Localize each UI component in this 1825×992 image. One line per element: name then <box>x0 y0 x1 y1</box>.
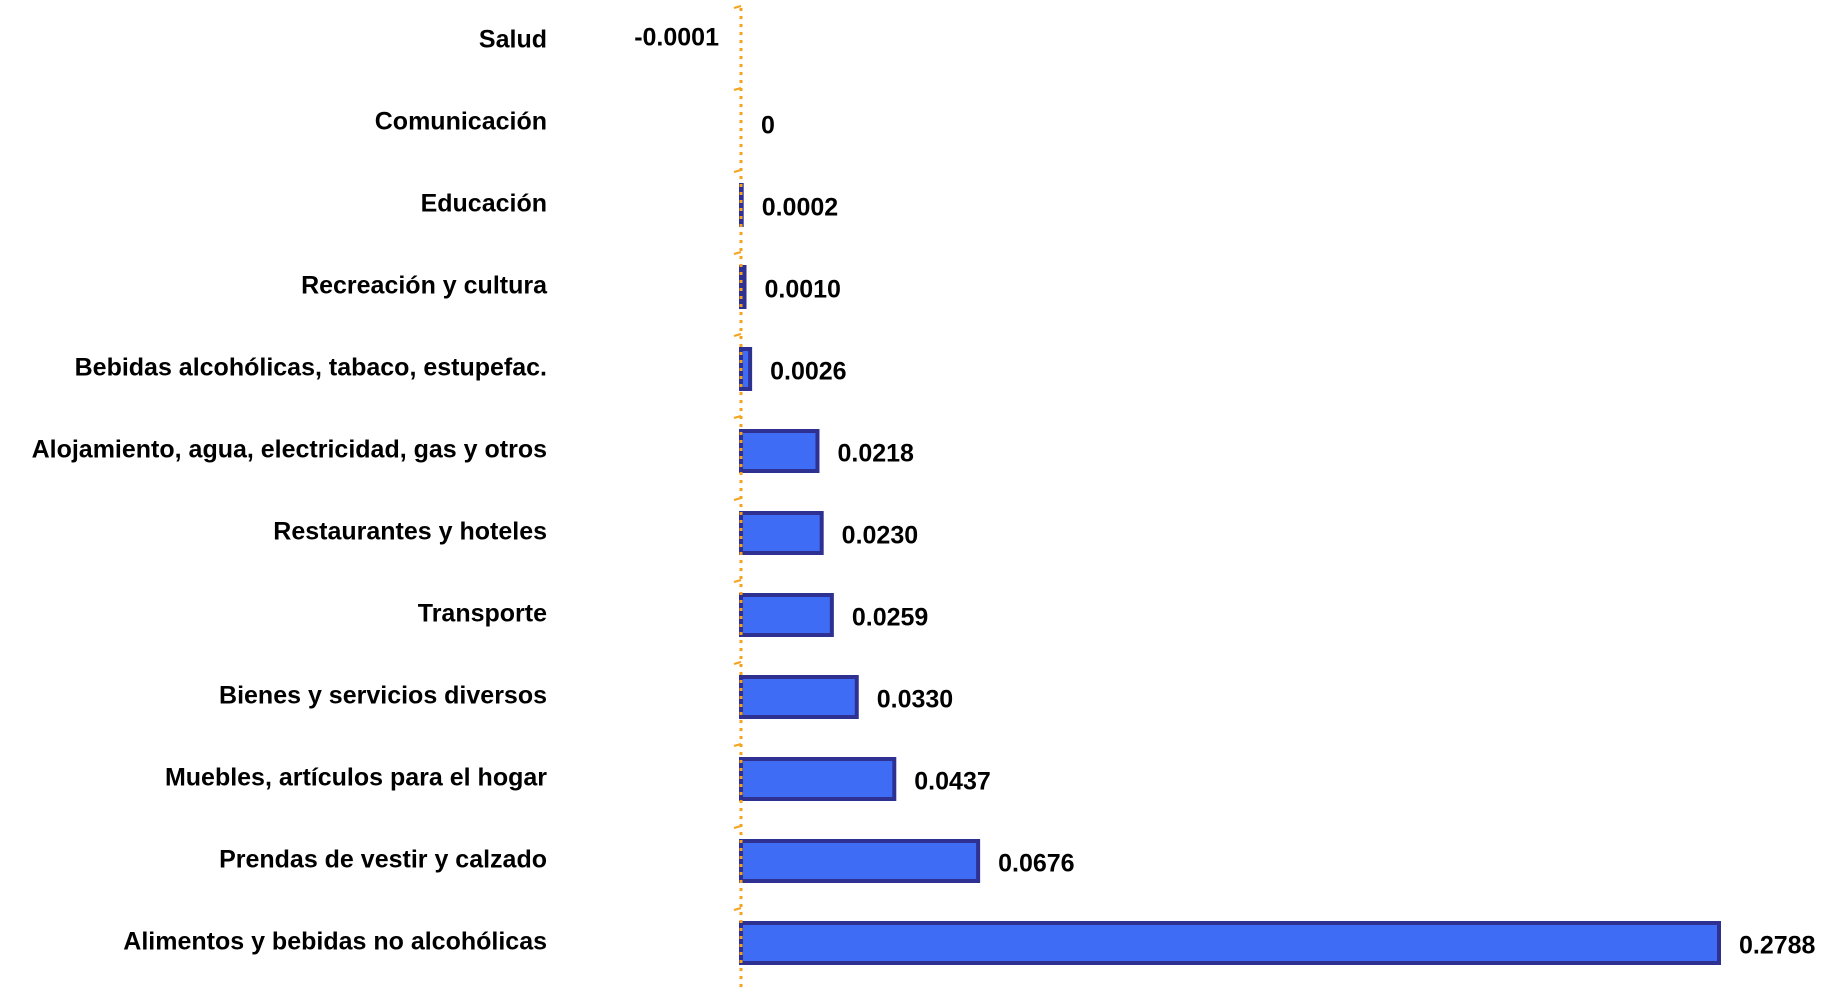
value-label: -0.0001 <box>634 24 719 52</box>
value-label: 0.2788 <box>1739 932 1816 960</box>
axis-tick <box>733 907 742 911</box>
bars-layer <box>739 183 1721 965</box>
bar <box>739 675 859 719</box>
category-label: Prendas de vestir y calzado <box>219 846 547 874</box>
category-label: Restaurantes y hoteles <box>273 518 547 546</box>
category-label: Muebles, artículos para el hogar <box>165 764 547 792</box>
zero-axis-layer <box>733 5 743 987</box>
category-labels: Salud Comunicación Educación Recreación y c… <box>32 26 549 956</box>
value-label: 0.0437 <box>914 768 990 796</box>
value-label: 0.0259 <box>852 604 928 632</box>
bar <box>739 921 1721 965</box>
value-label: 0 <box>761 112 775 140</box>
bar <box>739 593 834 637</box>
value-label: 0.0230 <box>842 522 918 550</box>
bar <box>739 511 824 555</box>
value-label: 0.0026 <box>770 358 846 386</box>
category-label: Bienes y servicios diversos <box>219 682 547 710</box>
category-label: Transporte <box>418 600 547 628</box>
value-labels: -0.0001 0 0.0002 0.0010 0.0026 0.0218 0.0230 0.… <box>634 24 1815 960</box>
category-label: Salud <box>479 26 547 54</box>
category-label: Comunicación <box>375 108 547 136</box>
bar <box>739 839 981 883</box>
axis-tick <box>733 5 742 9</box>
value-label: 0.0010 <box>765 276 841 304</box>
axis-tick <box>733 661 742 665</box>
bar <box>739 757 897 801</box>
value-label: 0.0676 <box>998 850 1074 878</box>
value-label: 0.0330 <box>877 686 953 714</box>
category-label: Recreación y cultura <box>301 272 548 300</box>
category-label: Alimentos y bebidas no alcohólicas <box>123 928 547 956</box>
value-label: 0.0002 <box>762 194 838 222</box>
axis-tick <box>733 333 742 337</box>
bar <box>739 429 820 473</box>
category-label: Educación <box>421 190 547 218</box>
category-label: Bebidas alcohólicas, tabaco, estupefac. <box>75 354 547 382</box>
value-label: 0.0218 <box>837 440 914 468</box>
bar <box>739 265 747 309</box>
axis-tick <box>733 251 742 255</box>
axis-tick <box>733 579 742 583</box>
category-label: Alojamiento, agua, electricidad, gas y o… <box>32 436 547 464</box>
